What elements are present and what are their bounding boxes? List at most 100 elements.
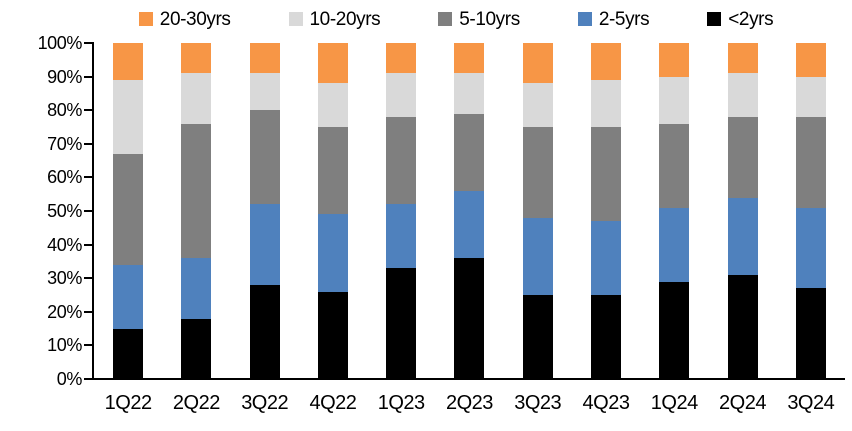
bar-segment-5-10yrs-3q22 (249, 110, 280, 205)
bar-segment-10-20yrs-3q22 (249, 73, 280, 111)
y-axis-label-60: 60% (47, 167, 82, 188)
y-axis-tick-30 (84, 277, 92, 280)
legend-label-10-20yrs: 10-20yrs (309, 8, 381, 30)
x-axis-label-3q23: 3Q23 (514, 392, 562, 414)
legend-label-lt2yrs: <2yrs (728, 8, 774, 30)
y-axis-label-70: 70% (47, 133, 82, 154)
y-axis-label-40: 40% (47, 234, 82, 255)
bar-segment-2-5yrs-4q22 (317, 214, 348, 292)
bar-segment-20-30yrs-4q23 (590, 43, 621, 80)
legend: 20-30yrs 10-20yrs 5-10yrs 2-5yrs <2yrs (60, 6, 852, 32)
plot-area (92, 42, 845, 380)
bar-segment-2-5yrs-1q24 (659, 207, 690, 282)
y-axis-label-30: 30% (47, 268, 82, 289)
bar-1q22 (94, 43, 162, 379)
x-axis-label-3q24: 3Q24 (787, 392, 835, 414)
bar-4q23 (572, 43, 640, 379)
legend-swatch-lt2yrs (707, 12, 722, 26)
bar-segment-5-10yrs-4q23 (590, 127, 621, 222)
bar-segment-10-20yrs-2q23 (454, 73, 485, 114)
bar-segment-20-30yrs-2q22 (181, 43, 212, 74)
bar-segment-5-10yrs-3q24 (795, 116, 826, 208)
bar-segment-20-30yrs-3q24 (795, 43, 826, 77)
y-axis-tick-50 (84, 210, 92, 212)
bar-3q24 (777, 43, 845, 379)
y-axis-label-0: 0% (56, 369, 83, 389)
y-axis-label-100: 100% (37, 33, 83, 53)
legend-label-20-30yrs: 20-30yrs (159, 8, 231, 30)
bar-segment-10-20yrs-4q22 (317, 83, 348, 128)
bar-segment-20-30yrs-1q22 (113, 43, 144, 80)
bar-segment-lt2yrs-4q22 (317, 291, 348, 379)
bar-segment-lt2yrs-1q22 (113, 328, 144, 379)
bars-container (94, 43, 845, 379)
bar-2q24 (708, 43, 776, 379)
bar-segment-lt2yrs-1q23 (386, 268, 417, 379)
bar-segment-lt2yrs-1q24 (659, 281, 690, 379)
legend-item-20-30yrs: 20-30yrs (138, 8, 231, 30)
legend-item-5-10yrs: 5-10yrs (438, 10, 520, 29)
bar-segment-2-5yrs-1q22 (113, 264, 144, 329)
bar-segment-2-5yrs-2q24 (727, 197, 758, 275)
legend-label-2-5yrs: 2-5yrs (598, 8, 650, 30)
bar-segment-20-30yrs-2q24 (727, 43, 758, 74)
bar-segment-2-5yrs-2q23 (454, 190, 485, 259)
bar-segment-5-10yrs-2q24 (727, 116, 758, 198)
y-axis-tick-60 (84, 176, 92, 179)
x-axis-label-4q23: 4Q23 (582, 392, 630, 414)
y-axis-tick-100 (84, 42, 92, 44)
legend-swatch-5-10yrs (438, 12, 453, 26)
legend-item-lt2yrs: <2yrs (707, 8, 774, 30)
x-axis: 1Q22 2Q22 3Q22 4Q22 1Q23 2Q23 3Q23 4Q23 1Q24 2Q24… (94, 392, 845, 415)
bar-2q22 (162, 43, 230, 379)
bar-segment-20-30yrs-1q23 (386, 43, 417, 74)
bar-segment-2-5yrs-3q22 (249, 204, 280, 285)
bar-segment-5-10yrs-1q24 (659, 123, 690, 208)
y-axis-tick-80 (84, 109, 92, 112)
bar-segment-10-20yrs-2q22 (181, 73, 212, 124)
x-axis-label-2q23: 2Q23 (445, 392, 493, 414)
bar-segment-lt2yrs-3q22 (249, 284, 280, 379)
y-axis-tick-70 (84, 142, 92, 145)
bar-segment-lt2yrs-4q23 (590, 295, 621, 379)
bar-1q24 (640, 43, 708, 379)
legend-label-5-10yrs: 5-10yrs (459, 8, 520, 30)
bar-segment-20-30yrs-3q23 (522, 43, 553, 84)
y-axis-label-20: 20% (47, 301, 82, 322)
bar-segment-lt2yrs-2q22 (181, 318, 212, 379)
x-axis-label-1q22: 1Q22 (104, 392, 152, 414)
y-axis-tick-40 (84, 243, 92, 246)
bar-segment-lt2yrs-3q24 (795, 288, 826, 379)
bar-segment-lt2yrs-3q23 (522, 295, 553, 379)
bar-segment-10-20yrs-1q24 (659, 76, 690, 124)
bar-segment-2-5yrs-2q22 (181, 258, 212, 319)
legend-swatch-10-20yrs (288, 12, 303, 26)
y-axis-tick-90 (84, 75, 92, 78)
y-axis-tick-10 (84, 344, 92, 347)
y-axis-tick-20 (84, 310, 92, 313)
bar-segment-lt2yrs-2q24 (727, 274, 758, 379)
legend-swatch-20-30yrs (138, 12, 153, 26)
bar-segment-5-10yrs-1q23 (386, 116, 417, 205)
bar-4q22 (299, 43, 367, 379)
y-axis-label-10: 10% (47, 335, 82, 356)
y-axis-label-80: 80% (47, 100, 82, 121)
y-axis-label-50: 50% (47, 201, 82, 221)
bar-segment-2-5yrs-3q24 (795, 207, 826, 289)
bar-segment-20-30yrs-2q23 (454, 43, 485, 74)
bar-segment-lt2yrs-2q23 (454, 258, 485, 379)
bar-3q22 (231, 43, 299, 379)
bar-segment-20-30yrs-1q24 (659, 43, 690, 77)
x-axis-label-2q22: 2Q22 (172, 392, 220, 414)
bar-segment-2-5yrs-1q23 (386, 204, 417, 269)
x-axis-label-3q22: 3Q22 (241, 392, 289, 414)
bar-3q23 (504, 43, 572, 379)
bar-segment-5-10yrs-4q22 (317, 127, 348, 215)
bar-segment-5-10yrs-2q22 (181, 123, 212, 259)
bar-segment-20-30yrs-3q22 (249, 43, 280, 74)
legend-swatch-2-5yrs (577, 12, 592, 26)
bar-segment-10-20yrs-1q22 (113, 80, 144, 154)
legend-item-2-5yrs: 2-5yrs (577, 8, 650, 30)
bar-segment-10-20yrs-4q23 (590, 79, 621, 128)
